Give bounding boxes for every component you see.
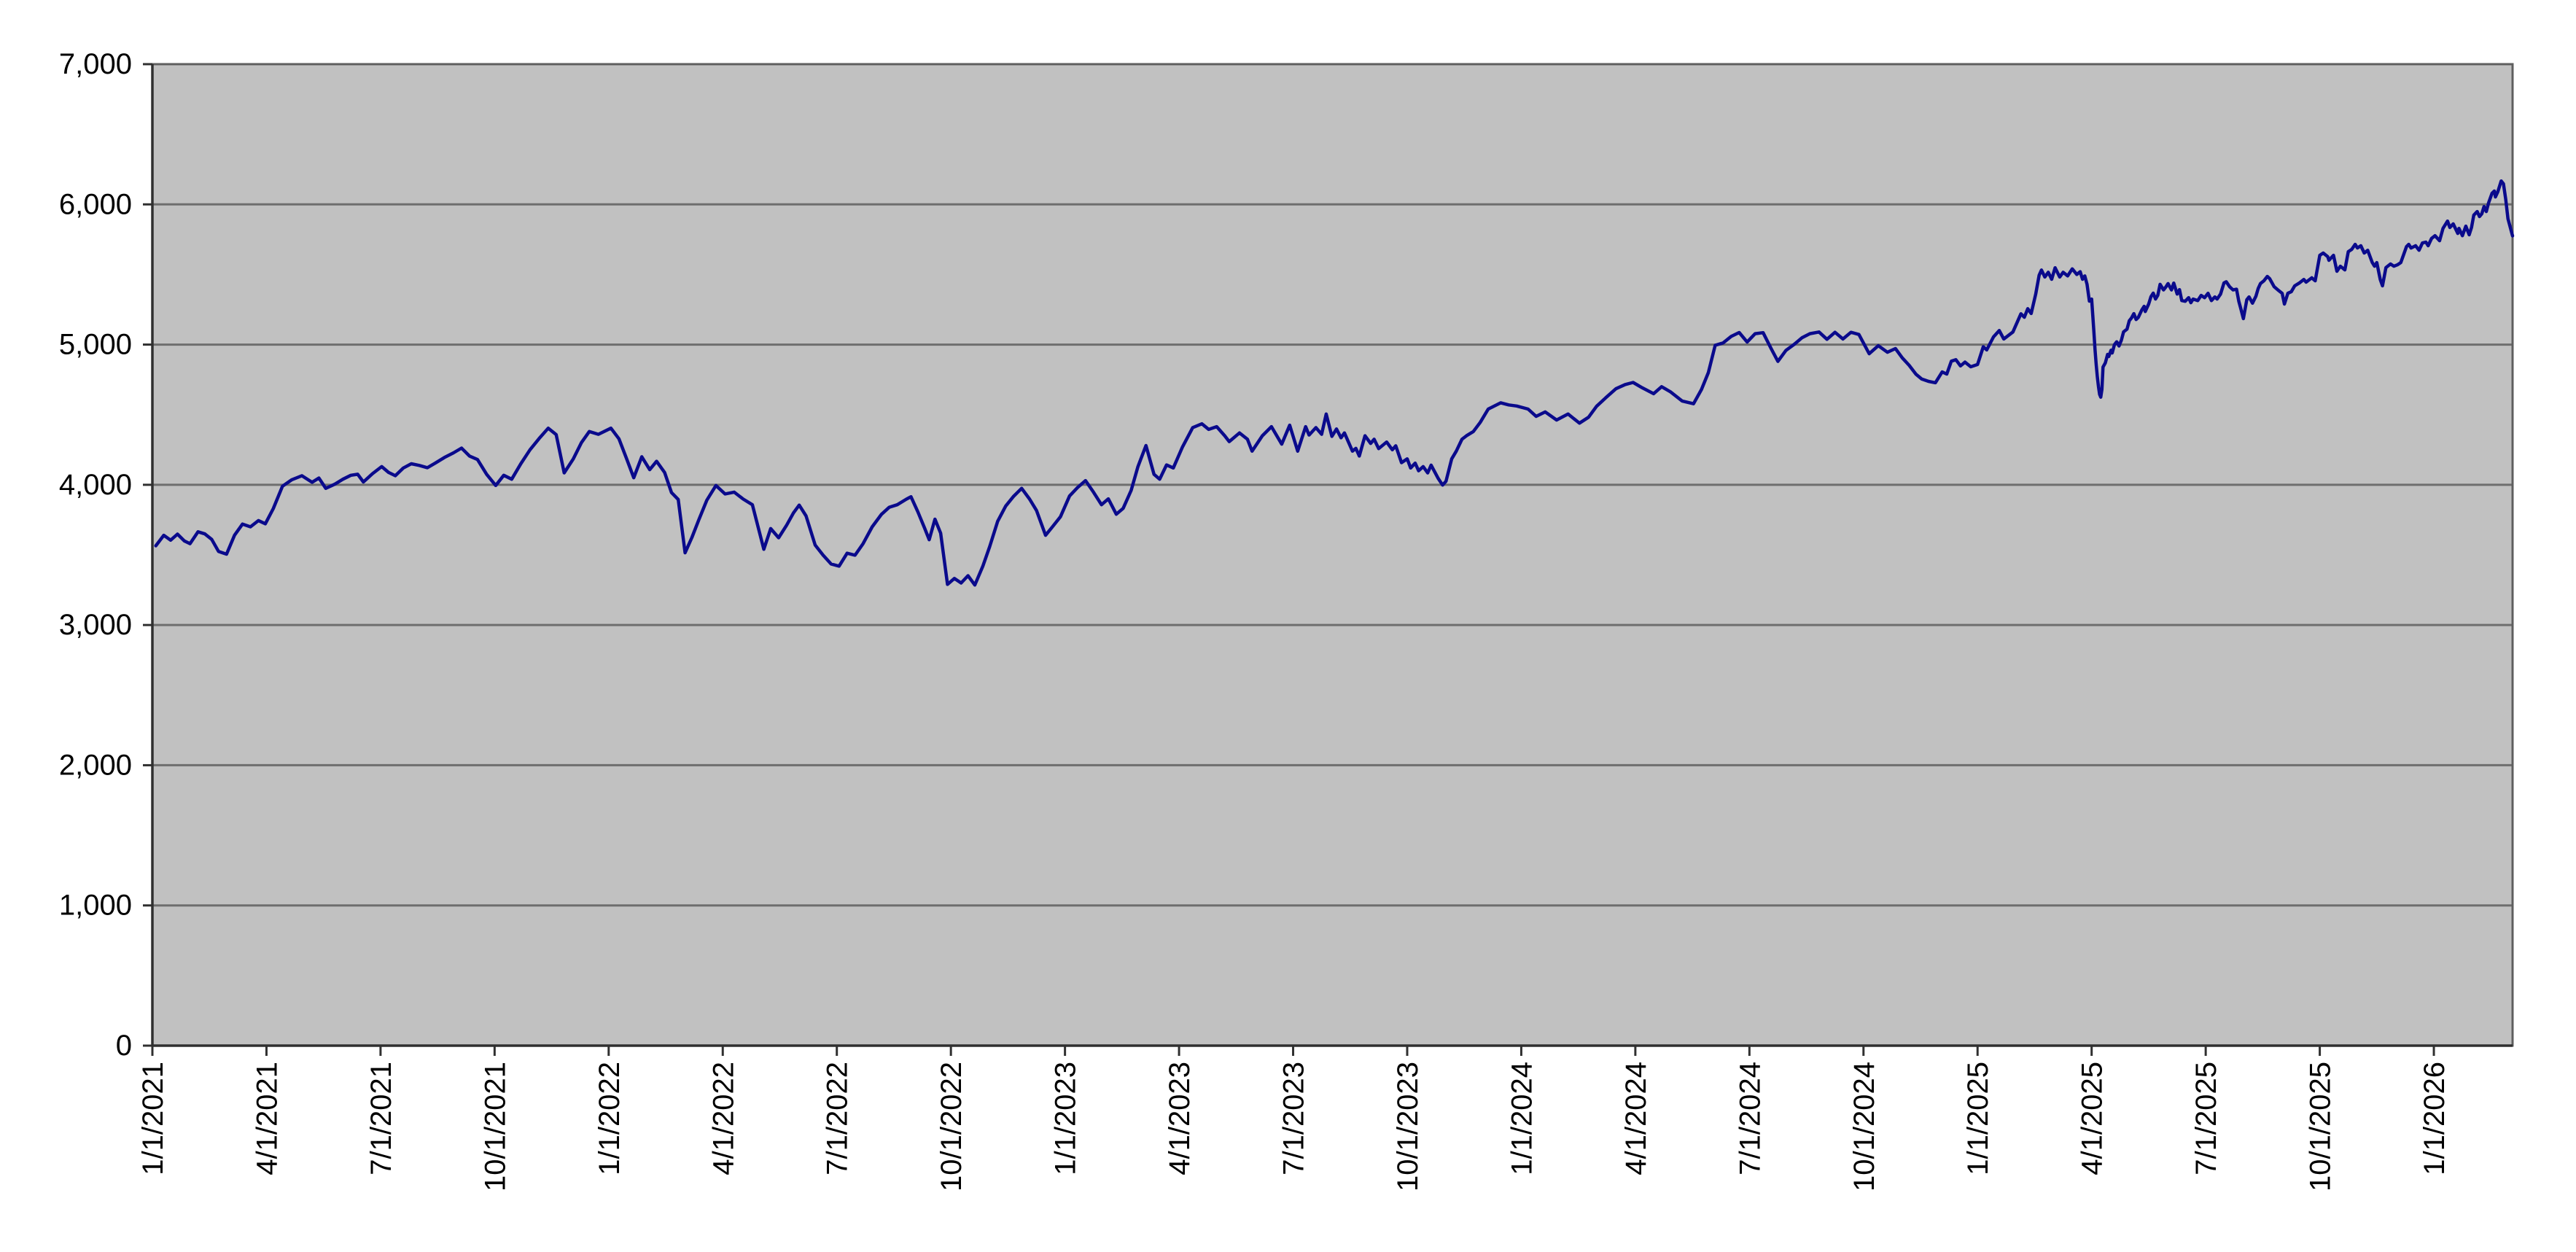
x-axis-label-1/1/2026: 1/1/2026 [2419, 1062, 2451, 1175]
x-axis-label-10/1/2021: 10/1/2021 [479, 1062, 511, 1191]
x-axis-label-7/1/2021: 7/1/2021 [365, 1062, 397, 1175]
x-axis-label-1/1/2022: 1/1/2022 [594, 1062, 626, 1175]
x-axis-label-4/1/2021: 4/1/2021 [251, 1062, 283, 1175]
x-axis-label-1/1/2021: 1/1/2021 [137, 1062, 169, 1175]
plot-area [152, 64, 2513, 1046]
x-axis-label-1/1/2024: 1/1/2024 [1506, 1062, 1538, 1175]
x-axis-label-7/1/2025: 7/1/2025 [2190, 1062, 2222, 1175]
x-axis-label-4/1/2025: 4/1/2025 [2077, 1062, 2109, 1175]
y-axis-label-5,000: 5,000 [59, 329, 132, 361]
y-axis-label-4,000: 4,000 [59, 469, 132, 501]
x-axis-label-4/1/2022: 4/1/2022 [707, 1062, 739, 1175]
x-axis-label-10/1/2025: 10/1/2025 [2305, 1062, 2337, 1191]
x-axis-label-7/1/2022: 7/1/2022 [822, 1062, 854, 1175]
y-axis-label-7,000: 7,000 [59, 48, 132, 80]
x-axis-label-10/1/2022: 10/1/2022 [935, 1062, 968, 1191]
y-axis-label-2,000: 2,000 [59, 749, 132, 781]
y-axis-label-0: 0 [116, 1030, 132, 1062]
x-axis-label-10/1/2023: 10/1/2023 [1392, 1062, 1424, 1191]
x-axis-label-10/1/2024: 10/1/2024 [1848, 1062, 1880, 1191]
x-axis-label-4/1/2023: 4/1/2023 [1164, 1062, 1196, 1175]
x-axis-label-7/1/2023: 7/1/2023 [1278, 1062, 1310, 1175]
y-axis-label-1,000: 1,000 [59, 890, 132, 922]
y-axis-label-3,000: 3,000 [59, 609, 132, 641]
x-axis-label-7/1/2024: 7/1/2024 [1734, 1062, 1766, 1175]
series-line-index-daily-close [154, 179, 2515, 587]
y-axis-label-6,000: 6,000 [59, 188, 132, 220]
x-axis-label-4/1/2024: 4/1/2024 [1620, 1062, 1652, 1175]
x-axis-label-1/1/2023: 1/1/2023 [1050, 1062, 1082, 1175]
x-axis-label-1/1/2025: 1/1/2025 [1962, 1062, 1994, 1175]
